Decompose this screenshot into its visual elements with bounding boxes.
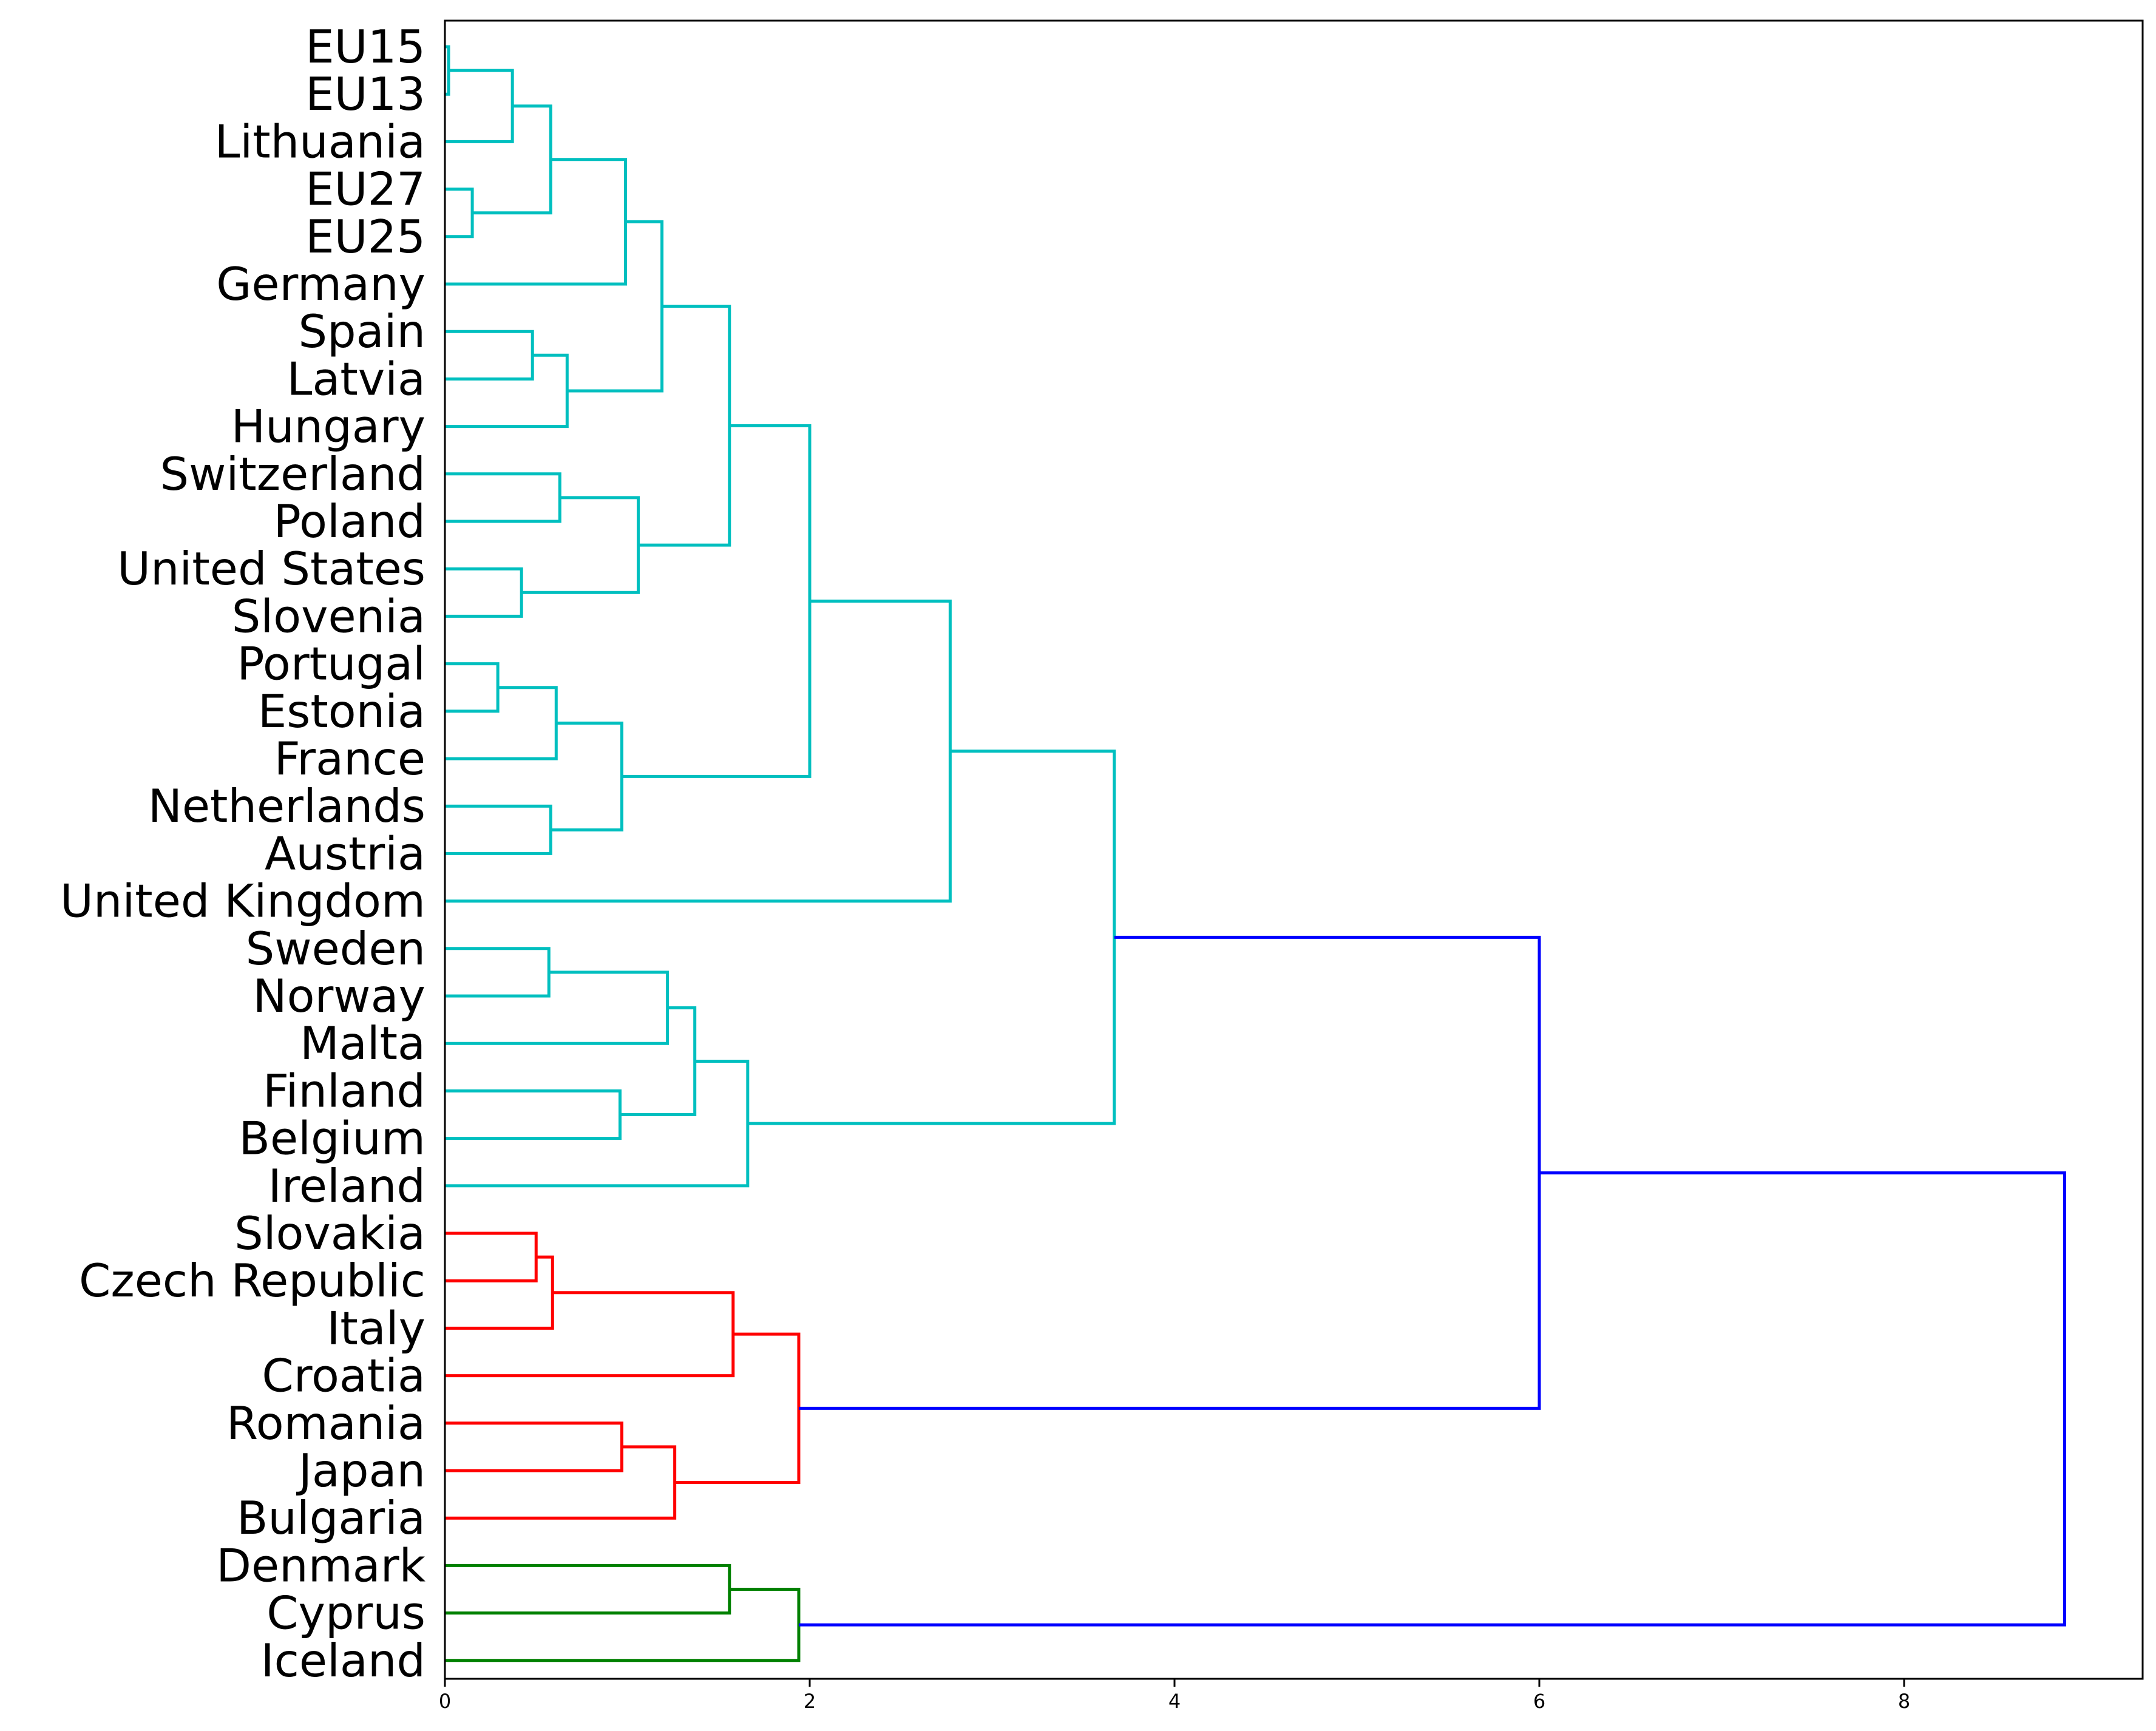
dendrogram-link [747, 749, 1116, 1125]
leaf-label: Switzerland [160, 447, 425, 501]
dendrogram-link [445, 158, 627, 286]
dendrogram-link [445, 1291, 735, 1378]
dendrogram-link [445, 1421, 623, 1472]
dendrogram-links [445, 45, 2066, 1662]
dendrogram-link [445, 188, 474, 239]
leaf-label: Estonia [258, 685, 425, 738]
x-tick-label: 4 [1168, 1690, 1181, 1713]
leaf-label: Germany [216, 257, 425, 311]
dendrogram-link [445, 69, 514, 143]
leaf-label: Poland [274, 495, 425, 548]
dendrogram-link [622, 424, 812, 778]
dendrogram-link [551, 721, 623, 832]
leaf-label: Belgium [239, 1112, 425, 1165]
dendrogram-link [620, 1006, 697, 1116]
dendrogram-link [445, 567, 523, 618]
dendrogram-link [445, 353, 569, 429]
dendrogram-link [445, 330, 534, 381]
dendrogram-link [445, 804, 552, 855]
leaf-label: Bulgaria [237, 1491, 425, 1545]
dendrogram-link [521, 496, 640, 594]
x-tick-label: 8 [1898, 1690, 1910, 1713]
plot-frame [444, 19, 2144, 1680]
leaf-label: EU15 [305, 20, 425, 73]
leaf-label: Netherlands [148, 779, 425, 833]
leaf-label: Finland [263, 1064, 425, 1117]
leaf-label: Iceland [261, 1634, 425, 1687]
dendrogram-link [445, 599, 952, 903]
leaf-label: EU13 [305, 67, 425, 121]
leaf-label: France [274, 732, 425, 785]
dendrogram-link [445, 1563, 731, 1615]
leaf-label: Romania [226, 1397, 425, 1450]
leaf-label: Denmark [216, 1539, 425, 1592]
leaf-label: Lithuania [215, 115, 425, 168]
leaf-label: Portugal [237, 637, 425, 691]
leaf-label: Italy [327, 1301, 425, 1355]
x-axis: 0 2 4 6 8 [439, 1679, 1910, 1713]
leaf-label: Malta [300, 1017, 425, 1070]
leaf-label: Slovakia [234, 1207, 425, 1260]
leaf-label: EU27 [305, 163, 425, 216]
leaf-label: United States [117, 542, 425, 595]
dendrogram-link [445, 947, 551, 998]
dendrogram-link [445, 971, 670, 1045]
dendrogram-link [567, 220, 664, 393]
x-tick-label: 0 [439, 1690, 451, 1713]
leaf-label: Cyprus [266, 1587, 425, 1640]
dendrogram-link [798, 1171, 2066, 1627]
dendrogram-link [445, 472, 561, 523]
leaf-label: Norway [253, 969, 425, 1023]
dendrogram-link [445, 1231, 538, 1282]
leaf-label: Japan [296, 1444, 425, 1497]
dendrogram-link [445, 686, 558, 760]
dendrogram-link [445, 1445, 677, 1520]
leaf-label: EU25 [305, 210, 425, 263]
leaf-label: Hungary [231, 400, 425, 453]
leaf-labels: EU15EU13LithuaniaEU27EU25GermanySpainLat… [60, 20, 426, 1687]
dendrogram-link [674, 1332, 801, 1485]
leaf-label: Croatia [262, 1349, 425, 1403]
leaf-label: Ireland [268, 1159, 425, 1213]
x-tick-label: 2 [804, 1690, 816, 1713]
leaf-label: Sweden [246, 922, 425, 975]
dendrogram-link [445, 1060, 750, 1188]
dendrogram-link [445, 1588, 801, 1662]
leaf-label: United Kingdom [60, 875, 425, 928]
dendrogram-link [445, 662, 500, 713]
x-tick-label: 6 [1533, 1690, 1545, 1713]
dendrogram-link [798, 935, 1541, 1410]
dendrogram-link [638, 305, 731, 547]
dendrogram-link [445, 1089, 622, 1140]
leaf-label: Austria [265, 827, 425, 880]
leaf-label: Czech Republic [79, 1254, 425, 1307]
leaf-label: Slovenia [232, 589, 425, 643]
leaf-label: Spain [298, 305, 425, 358]
leaf-label: Latvia [287, 352, 425, 405]
